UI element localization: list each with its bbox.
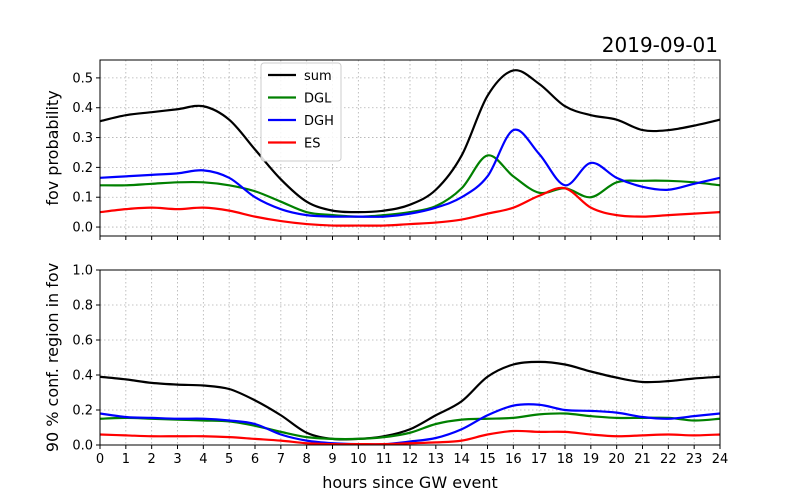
series-line-sum [99,360,721,441]
x-tick-label: 15 [479,452,496,467]
x-tick-label: 6 [251,452,259,467]
y-tick-label: 0.2 [72,161,93,176]
y-tick-label: 0.0 [72,221,93,236]
y-tick-label: 0.2 [72,404,93,419]
x-tick-label: 7 [277,452,285,467]
x-tick-label: 3 [173,452,181,467]
x-tick-label: 2 [148,452,156,467]
y-axis-label: fov probability [43,90,62,205]
x-tick-label: 22 [660,452,677,467]
x-tick-label: 4 [199,452,207,467]
grid [99,60,721,236]
legend-label-sum: sum [304,69,332,84]
y-tick-label: 0.0 [72,439,93,454]
series-line-dgh [99,403,721,446]
y-tick-label: 1.0 [72,264,93,279]
series-line-dgh [99,128,721,218]
x-tick-label: 9 [328,452,336,467]
top-panel: 0.0 0.1 0.2 0.3 0.4 0.5 fov probability sum DGL D… [43,59,721,240]
x-tick-label: 18 [557,452,574,467]
x-tick-label: 17 [531,452,548,467]
x-tick-label: 1 [122,452,130,467]
x-tick-label: 10 [350,452,367,467]
x-tick-label: 8 [303,452,311,467]
legend-label-es: ES [304,137,320,152]
series-line-sum [99,69,721,214]
x-tick-label: 19 [583,452,600,467]
x-tick-label: 24 [712,452,729,467]
x-tick-label: 23 [686,452,703,467]
legend: sum DGL DGH ES [260,62,342,162]
x-tick-label: 12 [402,452,419,467]
series-line-es [99,186,721,227]
y-tick-label: 0.4 [72,369,93,384]
y-tick-label: 0.1 [72,191,93,206]
x-axis-label: hours since GW event [322,473,498,492]
x-tick-label: 5 [225,452,233,467]
legend-label-dgh: DGH [304,114,334,129]
figure-title: 2019-09-01 [602,33,718,57]
y-tick-label: 0.5 [72,71,93,86]
y-tick-label: 0.8 [72,299,93,314]
legend-label-dgl: DGL [304,92,332,107]
x-tick-label: 16 [505,452,522,467]
series-line-dgl [99,154,721,218]
x-tick-label: 13 [428,452,445,467]
series-line-dgl [99,412,721,441]
x-tick-label: 21 [634,452,651,467]
legend-box [260,62,342,162]
y-tick-label: 0.4 [72,101,93,116]
y-tick-label: 0.3 [72,131,93,146]
bottom-panel: 0 1 2 3 4 5 6 7 8 9 10 11 12 13 14 15 16 17 18 19 20 21 22 23 24… [43,263,728,467]
series-line-es [99,429,721,446]
y-tick-label: 0.6 [72,334,93,349]
x-tick-label: 11 [376,452,393,467]
x-tick-label: 20 [608,452,625,467]
y-axis-label: 90 % conf. region in fov [43,263,62,452]
x-tick-label: 14 [453,452,470,467]
x-tick-label: 0 [96,452,104,467]
